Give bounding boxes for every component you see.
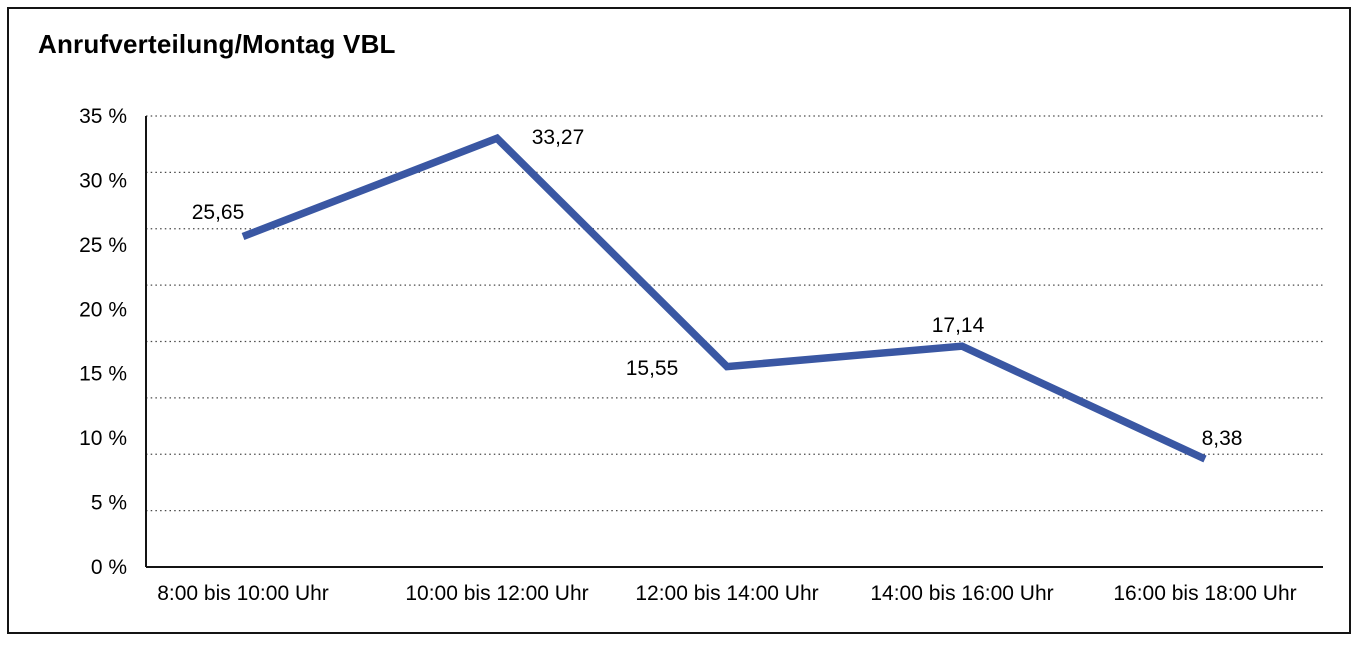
data-point-label: 15,55 [626, 357, 679, 380]
data-point-label: 17,14 [932, 314, 985, 337]
y-axis-tick-label: 20 % [79, 298, 127, 321]
y-axis-tick-label: 35 % [79, 105, 127, 128]
chart-title: Anrufverteilung/Montag VBL [38, 29, 396, 59]
y-axis-tick-label: 10 % [79, 427, 127, 450]
y-axis-tick-label: 5 % [91, 492, 127, 515]
data-point-label: 8,38 [1202, 427, 1243, 450]
x-axis-category-label: 16:00 bis 18:00 Uhr [1113, 582, 1296, 605]
y-axis-tick-label: 30 % [79, 169, 127, 192]
series-line [241, 133, 1207, 463]
y-axis-tick-label: 0 % [91, 556, 127, 579]
x-axis-category-label: 8:00 bis 10:00 Uhr [157, 582, 329, 605]
data-point-label: 25,65 [192, 201, 245, 224]
y-axis-tick-label: 25 % [79, 234, 127, 257]
data-point-label: 33,27 [532, 126, 585, 149]
x-axis-category-label: 10:00 bis 12:00 Uhr [405, 582, 588, 605]
x-axis-category-label: 12:00 bis 14:00 Uhr [635, 582, 818, 605]
x-axis-category-label: 14:00 bis 16:00 Uhr [870, 582, 1053, 605]
y-axis-tick-label: 15 % [79, 363, 127, 386]
